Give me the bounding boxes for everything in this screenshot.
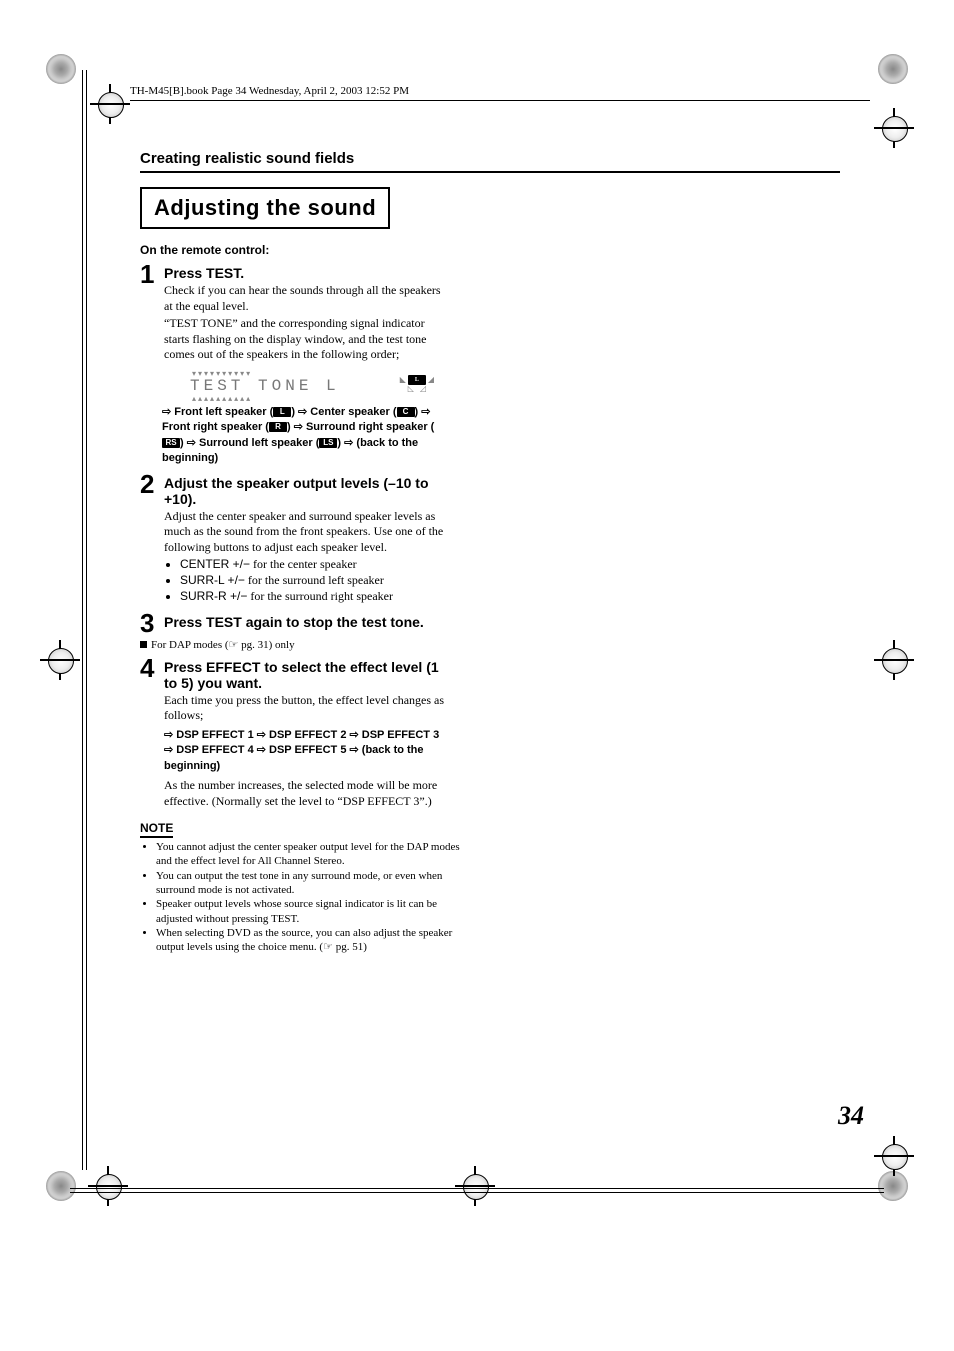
content-area: Creating realistic sound fields Adjustin… [140, 150, 840, 955]
dap-note: For DAP modes (☞ pg. 31) only [140, 638, 450, 652]
page-title: Adjusting the sound [154, 195, 376, 221]
page-number: 34 [838, 1101, 864, 1131]
reg-cross-icon [874, 640, 914, 680]
frame-header-text: TH-M45[B].book Page 34 Wednesday, April … [130, 85, 409, 97]
list-item: SURR-L +/− for the surround left speaker [180, 573, 450, 588]
display-text: TEST TONE L [190, 377, 340, 395]
step-text: Check if you can hear the sounds through… [164, 283, 450, 314]
step-title: Press EFFECT to select the effect level … [164, 659, 450, 691]
step-title: Press TEST. [164, 265, 450, 281]
rule [86, 70, 87, 1170]
reg-cross-icon [40, 640, 80, 680]
reg-cross-icon [874, 108, 914, 148]
step-number: 3 [140, 610, 160, 636]
steps-list: 1 Press TEST. Check if you can hear the … [140, 261, 450, 811]
remote-label: On the remote control: [140, 243, 840, 257]
reg-cross-icon [455, 1166, 495, 1206]
list-item: You can output the test tone in any surr… [156, 869, 466, 898]
step-item: 4 Press EFFECT to select the effect leve… [140, 655, 450, 812]
list-item: SURR-R +/− for the surround right speake… [180, 589, 450, 604]
square-bullet-icon [140, 641, 147, 648]
speaker-diagram-icon: ◣ L ◢◺ ◿ [400, 375, 434, 393]
list-item: CENTER +/− for the center speaker [180, 557, 450, 572]
display-illustration: ▾ ▾ ▾ ▾ ▾ ▾ ▾ ▾ ▾ ▾ TEST TONE L ◣ L ◢◺ ◿… [162, 371, 442, 401]
reg-cross-icon [874, 1136, 914, 1176]
step-text: Each time you press the button, the effe… [164, 693, 450, 724]
list-item: You cannot adjust the center speaker out… [156, 840, 466, 869]
step-title: Press TEST again to stop the test tone. [164, 614, 450, 630]
page-frame-header: TH-M45[B].book Page 34 Wednesday, April … [130, 85, 870, 101]
reg-mark [46, 1171, 76, 1201]
reg-mark [46, 54, 76, 84]
step-text: Adjust the center speaker and surround s… [164, 509, 450, 556]
effect-sequence: ⇨ DSP EFFECT 1 ⇨ DSP EFFECT 2 ⇨ DSP EFFE… [164, 728, 450, 774]
step-number: 2 [140, 471, 160, 497]
step-item: 1 Press TEST. Check if you can hear the … [140, 261, 450, 365]
reg-mark [878, 54, 908, 84]
speaker-sequence: ⇨ Front left speaker (L) ⇨ Center speake… [162, 405, 450, 467]
list-item: When selecting DVD as the source, you ca… [156, 926, 466, 955]
rule [70, 1188, 884, 1189]
step-item: 3 Press TEST again to stop the test tone… [140, 610, 450, 636]
title-box: Adjusting the sound [140, 187, 390, 229]
rule [82, 70, 83, 1170]
step-text: As the number increases, the selected mo… [164, 778, 450, 809]
note-heading: NOTE [140, 821, 173, 838]
step-number: 4 [140, 655, 160, 681]
reg-cross-icon [90, 84, 130, 124]
notes-list: You cannot adjust the center speaker out… [140, 840, 466, 954]
section-header: Creating realistic sound fields [140, 150, 840, 173]
step-item: 2 Adjust the speaker output levels (–10 … [140, 471, 450, 609]
step-title: Adjust the speaker output levels (–10 to… [164, 475, 450, 507]
step-text: “TEST TONE” and the corresponding signal… [164, 316, 450, 363]
reg-cross-icon [88, 1166, 128, 1206]
rule [70, 1192, 884, 1193]
button-list: CENTER +/− for the center speaker SURR-L… [164, 557, 450, 604]
list-item: Speaker output levels whose source signa… [156, 897, 466, 926]
step-number: 1 [140, 261, 160, 287]
